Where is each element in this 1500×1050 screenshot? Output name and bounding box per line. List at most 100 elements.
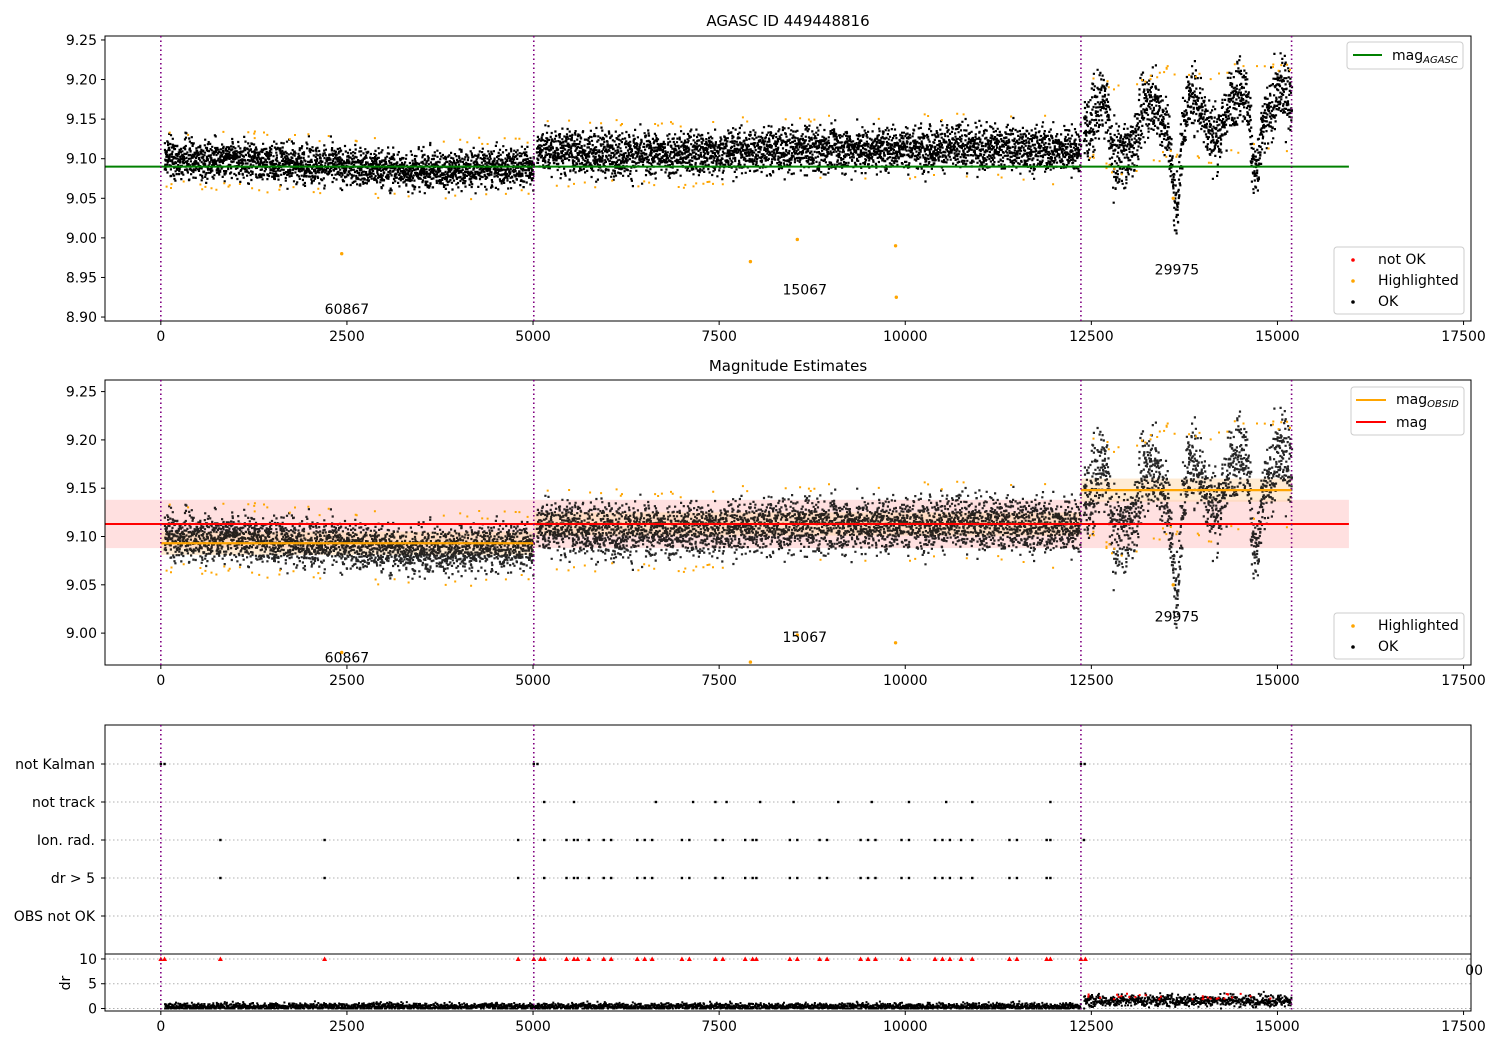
flag-point xyxy=(755,838,758,842)
flag-row-label: not Kalman xyxy=(15,757,95,773)
ok-points xyxy=(535,485,1083,571)
dr-axes-frame xyxy=(104,953,1472,1012)
y-tick-label: 9.20 xyxy=(66,433,97,449)
legend-mag-agasc-label: magAGASC xyxy=(1392,48,1458,66)
flag-point xyxy=(543,800,546,804)
flag-point xyxy=(796,838,799,842)
flag-point xyxy=(572,838,576,842)
flag-point xyxy=(941,838,944,842)
flag-point xyxy=(1049,876,1052,880)
flag-point xyxy=(837,800,840,804)
flag-point xyxy=(948,838,952,842)
flag-point xyxy=(721,876,725,880)
outlier-point xyxy=(795,237,800,242)
dr-clipped-marker xyxy=(515,956,521,961)
magnitude-line-legend: magOBSID mag xyxy=(1350,386,1465,436)
dr-clipped-marker xyxy=(575,956,581,961)
ok-points xyxy=(535,116,1083,188)
flag-point xyxy=(714,876,717,880)
axes-frame xyxy=(104,379,1472,666)
outlier-point xyxy=(340,252,344,256)
dr-clipped-marker xyxy=(686,956,692,961)
dr-clipped-marker xyxy=(958,956,964,961)
flag-point xyxy=(587,838,591,842)
dr-clipped-marker xyxy=(865,956,871,961)
x-tick-label: 7500 xyxy=(701,329,737,345)
flag-row-label: Ion. rad. xyxy=(37,833,95,849)
flag-point xyxy=(714,838,717,842)
dr-clipped-marker xyxy=(649,956,655,961)
legend-ok-label-2: OK xyxy=(1378,639,1399,655)
flag-point xyxy=(691,800,695,804)
legend-highlighted-marker xyxy=(1351,279,1355,283)
obsid-label: 15067 xyxy=(782,630,827,646)
flag-point xyxy=(959,876,963,880)
flag-point xyxy=(565,876,568,880)
dr-clipped-marker xyxy=(899,956,905,961)
dr-clipped-marker xyxy=(564,956,570,961)
flag-point xyxy=(516,876,520,880)
flag-point xyxy=(1083,762,1086,766)
flag-point xyxy=(572,876,576,880)
outlier-point xyxy=(748,660,753,664)
flag-point xyxy=(688,838,691,842)
flag-point xyxy=(219,838,222,842)
flag-point xyxy=(1008,838,1011,842)
x-tick-label: 17500 xyxy=(1441,329,1486,345)
outlier-point xyxy=(893,641,898,645)
dr-points xyxy=(164,1000,1082,1010)
flag-point xyxy=(536,762,539,766)
x-tick-label: 2500 xyxy=(329,1019,365,1035)
outlier-point xyxy=(795,633,800,637)
y-tick-label: 9.05 xyxy=(66,578,97,594)
flag-point xyxy=(743,838,747,842)
flag-point xyxy=(565,838,568,842)
dr-clipped-marker xyxy=(932,956,938,961)
flag-point xyxy=(650,838,654,842)
dr-clipped-marker xyxy=(1047,956,1053,961)
x-tick-label: 17500 xyxy=(1441,673,1486,689)
flag-point xyxy=(1015,838,1019,842)
flag-point xyxy=(323,838,326,842)
flag-point xyxy=(636,838,639,842)
flag-point xyxy=(755,876,758,880)
dr-clipped-marker xyxy=(1006,956,1012,961)
dr-points xyxy=(1083,990,1293,1010)
flag-point xyxy=(900,876,903,880)
agasc-title: AGASC ID 449448816 xyxy=(706,12,869,30)
flag-point xyxy=(650,876,654,880)
flags-panel: not Kalman not track Ion. rad. dr > 5 OBS no… xyxy=(14,724,1483,979)
x-tick-label: 7500 xyxy=(701,1019,737,1035)
y-tick-label: 9.10 xyxy=(66,152,97,168)
dr-clipped-marker xyxy=(586,956,592,961)
flag-point xyxy=(610,876,613,880)
agasc-series-legend: not OK Highlighted OK xyxy=(1333,246,1465,315)
x-tick-label: 15000 xyxy=(1255,329,1300,345)
flag-point xyxy=(818,838,821,842)
flag-point xyxy=(1008,876,1011,880)
flag-point xyxy=(543,876,546,880)
dr-clipped-marker xyxy=(872,956,878,961)
x-tick-label: 0 xyxy=(156,1019,165,1035)
y-tick-label: 9.15 xyxy=(66,481,97,497)
flag-point xyxy=(825,876,829,880)
flag-point xyxy=(933,876,937,880)
flag-point xyxy=(543,838,546,842)
dr-clipped-marker xyxy=(858,956,864,961)
flag-point xyxy=(1049,838,1052,842)
dr-clipped-marker xyxy=(642,956,648,961)
x-tick-label: 12500 xyxy=(1069,673,1114,689)
obsid-label: 15067 xyxy=(782,282,827,298)
flag-point xyxy=(610,838,613,842)
agasc-axes: 0 2500 5000 7500 10000 12500 15000 17500 8.90 8.9… xyxy=(66,33,1486,345)
legend-highlighted-marker-2 xyxy=(1351,624,1355,628)
flag-point xyxy=(1045,838,1048,842)
magnitude-series-legend: Highlighted OK xyxy=(1333,612,1465,660)
flag-point xyxy=(572,800,576,804)
x-tick-label: 2500 xyxy=(329,673,365,689)
x-tick-label: 10000 xyxy=(883,673,928,689)
y-tick-label: 9.00 xyxy=(66,231,97,247)
outlier-point xyxy=(1171,196,1175,200)
flag-point xyxy=(792,800,795,804)
y-tick-label: 9.00 xyxy=(66,626,97,642)
